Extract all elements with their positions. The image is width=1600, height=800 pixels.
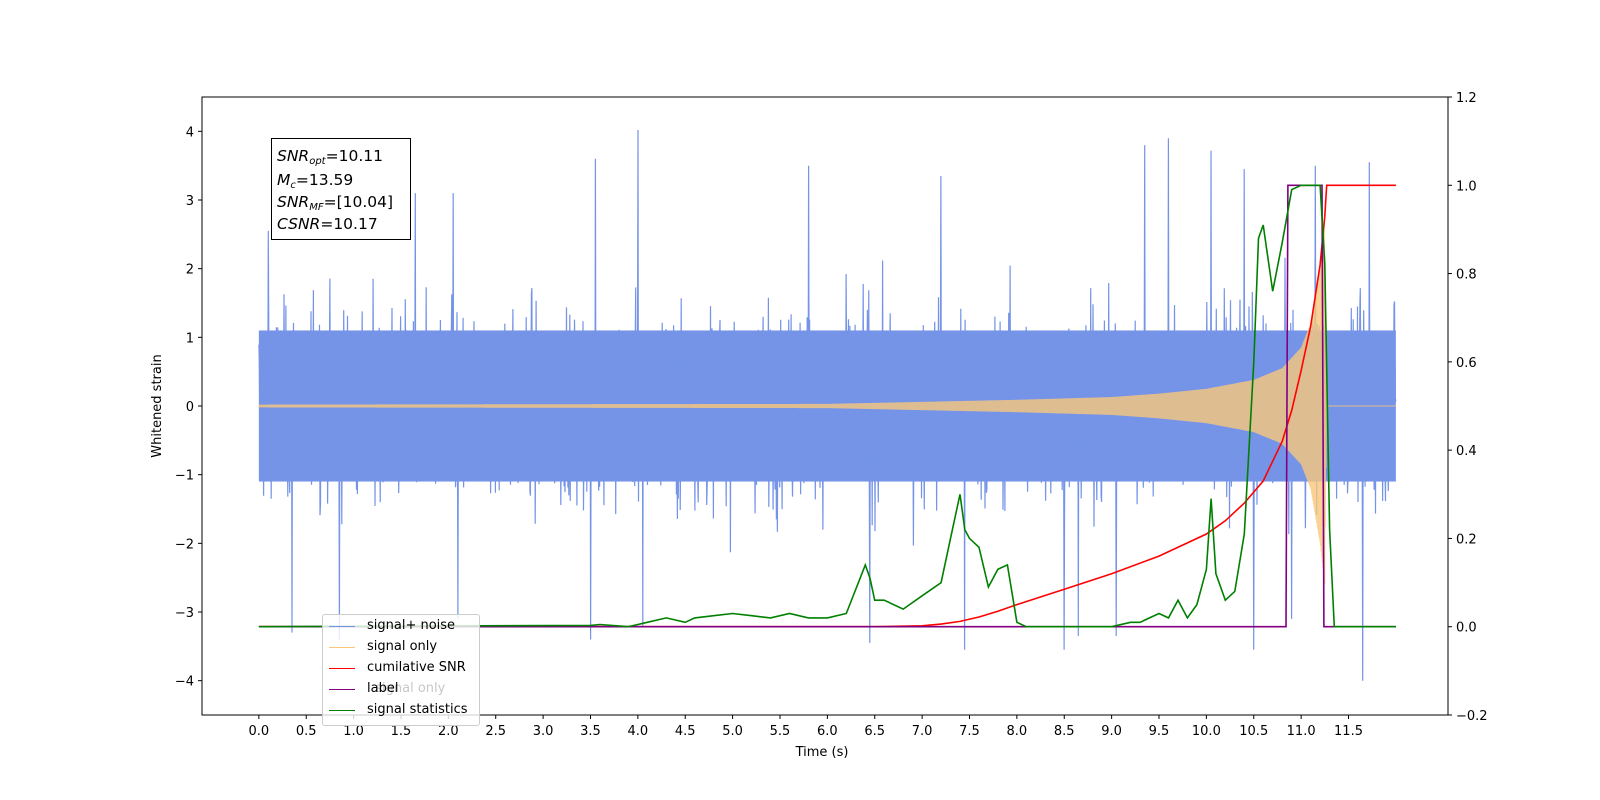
y2-tick-label: 0.6 [1456, 356, 1477, 371]
x-tick-label: 0.5 [296, 724, 317, 739]
x-tick-label: 3.0 [533, 724, 554, 739]
x-tick-label: 9.0 [1101, 724, 1122, 739]
x-tick-label: 10.0 [1192, 724, 1221, 739]
y2-tick-label: 1.2 [1456, 91, 1477, 106]
x-tick-label: 11.0 [1287, 724, 1316, 739]
signal-series-layer [258, 230, 1396, 585]
y-tick-label: 3 [186, 194, 194, 209]
x-tick-label: 8.0 [1007, 724, 1028, 739]
annotation-csnr: CSNR=10.17 [277, 215, 378, 233]
annotation-snr-mf: SNRMF=[10.04] [277, 193, 394, 213]
x-tick-label: 0.0 [249, 724, 270, 739]
legend-entry-cumilative-snr: cumilative SNR [323, 659, 479, 679]
y2-tick-label: 1.0 [1456, 179, 1477, 194]
legend-swatch [329, 710, 355, 711]
x-tick-label: 11.5 [1334, 724, 1363, 739]
y2-tick-label: 0.8 [1456, 268, 1477, 283]
legend-entry-signal-statistics: signal statistics [323, 701, 479, 721]
y-tick-label: −1 [175, 469, 194, 484]
series-cumilative-snr-line [258, 184, 1396, 628]
y2-tick-label: 0.4 [1456, 444, 1477, 459]
y-axis-ticks: −4 −3 −2 −1 0 1 2 3 4 [175, 125, 202, 690]
snr-annotation-box: SNRopt=10.11 Mc=13.59 SNRMF=[10.04] CSNR… [271, 138, 411, 240]
y2-tick-label: 0.2 [1456, 532, 1477, 547]
legend-swatch [329, 647, 355, 648]
x-tick-label: 1.5 [391, 724, 412, 739]
x-tick-label: 6.5 [864, 724, 885, 739]
series-signal-only-line [258, 230, 1396, 585]
legend-label: label [367, 681, 399, 696]
x-tick-label: 4.5 [675, 724, 696, 739]
y-tick-label: 4 [186, 125, 194, 140]
legend-label: signal only [367, 681, 445, 696]
series-signal-statistics-line [258, 184, 1396, 628]
legend-label: signal only [367, 639, 438, 654]
x-tick-label: 2.5 [485, 724, 506, 739]
x-tick-label: 6.0 [817, 724, 838, 739]
x-tick-label: 2.0 [438, 724, 459, 739]
legend-entry-signal-only: signal only [323, 638, 479, 658]
series-signal-noise-line [258, 129, 1397, 681]
y-tick-label: −2 [175, 537, 194, 552]
legend-obscured-text: signal only [375, 681, 446, 696]
legend-label: cumilative SNR [367, 660, 466, 675]
y-tick-label: 0 [186, 400, 194, 415]
legend-swatch [329, 668, 355, 669]
legend-label: signal statistics [367, 702, 468, 717]
annotation-mc: Mc=13.59 [277, 171, 354, 191]
x-tick-label: 4.0 [628, 724, 649, 739]
y-tick-label: 1 [186, 331, 194, 346]
legend: signal+ noise signal only cumilative SNR… [322, 614, 480, 726]
y-tick-label: −4 [175, 675, 194, 690]
annotation-snr-opt: SNRopt=10.11 [277, 147, 383, 167]
x-tick-label: 8.5 [1054, 724, 1075, 739]
x-tick-label: 7.5 [959, 724, 980, 739]
legend-entry-label: signal only label [323, 680, 479, 700]
y-tick-label: 2 [186, 263, 194, 278]
x-tick-label: 5.5 [770, 724, 791, 739]
y2-tick-label: −0.2 [1456, 709, 1488, 724]
lines-layer [258, 184, 1396, 628]
legend-swatch [329, 689, 355, 690]
legend-swatch [329, 626, 355, 627]
x-tick-label: 7.0 [912, 724, 933, 739]
legend-entry-signal-noise: signal+ noise [323, 617, 479, 637]
x-tick-label: 1.0 [343, 724, 364, 739]
y2-tick-label: 0.0 [1456, 621, 1477, 636]
y2-axis-ticks: −0.2 0.0 0.2 0.4 0.6 0.8 1.0 1.2 [1448, 91, 1488, 724]
x-axis-ticks: 0.0 0.5 1.0 1.5 2.0 2.5 3.0 3.5 4.0 4.5 5.0 5.5 6.0 6… [249, 715, 1363, 739]
x-tick-label: 9.5 [1149, 724, 1170, 739]
legend-label: signal+ noise [367, 618, 456, 633]
x-axis-label: Time (s) [795, 745, 849, 760]
x-tick-label: 5.0 [722, 724, 743, 739]
y-axis-label: Whitened strain [150, 354, 165, 457]
x-tick-label: 10.5 [1239, 724, 1268, 739]
y-tick-label: −3 [175, 606, 194, 621]
x-tick-label: 3.5 [580, 724, 601, 739]
